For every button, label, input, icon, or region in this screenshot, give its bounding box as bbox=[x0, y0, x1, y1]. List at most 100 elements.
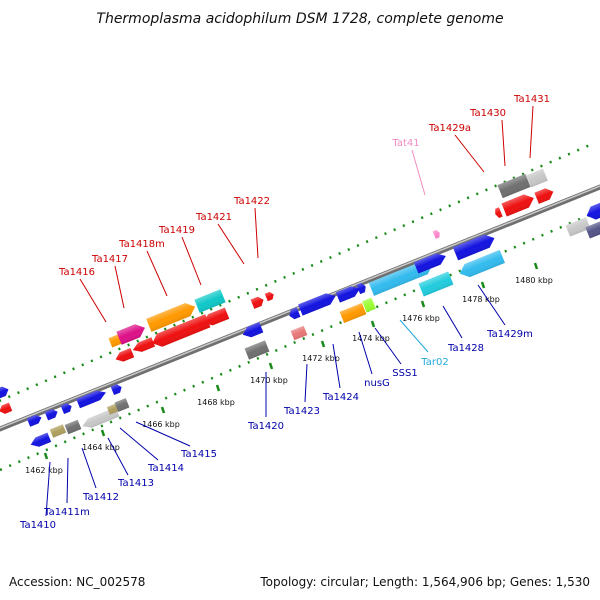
kbp-tick-label: 1472 kbp bbox=[302, 354, 340, 363]
gene-arrow[interactable] bbox=[110, 383, 124, 396]
gene-arrow[interactable] bbox=[501, 192, 537, 217]
gene-arrow[interactable] bbox=[565, 217, 591, 237]
strand-tracks bbox=[0, 143, 600, 472]
gene-arrow[interactable] bbox=[194, 289, 226, 313]
gene-arrow[interactable] bbox=[244, 340, 270, 360]
gene-label[interactable]: Ta1431 bbox=[513, 94, 550, 105]
gene-label[interactable]: SSS1 bbox=[392, 368, 417, 379]
gene-arrow[interactable] bbox=[60, 402, 74, 415]
gene-arrow[interactable] bbox=[108, 334, 122, 348]
gene-arrow[interactable] bbox=[116, 321, 147, 345]
gene-arrow[interactable] bbox=[250, 295, 266, 309]
gene-arrow[interactable] bbox=[49, 424, 67, 438]
topology-text: Topology: circular; Length: 1,564,906 bp… bbox=[259, 575, 590, 589]
gene-arrow[interactable] bbox=[287, 307, 301, 320]
gene-label[interactable]: Ta1430 bbox=[469, 108, 506, 119]
kbp-tick-label: 1474 kbp bbox=[352, 334, 390, 343]
kbp-tick-label: 1462 kbp bbox=[25, 466, 63, 475]
gene-label[interactable]: nusG bbox=[364, 378, 390, 389]
label-leader-line bbox=[79, 278, 107, 323]
map-title: Thermoplasma acidophilum DSM 1728, compl… bbox=[96, 11, 503, 27]
label-leader-line bbox=[358, 331, 373, 375]
gene-arrow[interactable] bbox=[0, 385, 10, 400]
gene-arrow[interactable] bbox=[339, 302, 367, 324]
gene-arrow[interactable] bbox=[146, 300, 198, 332]
gene-arrow[interactable] bbox=[534, 186, 555, 204]
gene-arrow[interactable] bbox=[201, 307, 230, 329]
gene-arrow[interactable] bbox=[432, 229, 442, 239]
gene-arrow[interactable] bbox=[356, 282, 367, 295]
gene-arrow[interactable] bbox=[362, 297, 376, 313]
label-leader-line bbox=[107, 437, 129, 476]
label-leader-line bbox=[411, 149, 426, 196]
kbp-ticks: 1462 kbp 1464 kbp 1466 kbp 1468 kbp 1470 kbp… bbox=[25, 262, 553, 475]
label-leader-line bbox=[114, 265, 125, 309]
gene-label[interactable]: Ta1421 bbox=[195, 212, 232, 223]
gene-label[interactable]: Ta1413 bbox=[117, 478, 154, 489]
kbp-tick-mark bbox=[215, 384, 221, 392]
kbp-tick-label: 1478 kbp bbox=[462, 295, 500, 304]
gene-label[interactable]: Ta1429a bbox=[428, 123, 471, 134]
gene-arrow[interactable] bbox=[497, 173, 531, 199]
gene-arrow[interactable] bbox=[0, 402, 13, 416]
gene-label[interactable]: Ta1424 bbox=[322, 392, 359, 403]
kbp-tick-label: 1464 kbp bbox=[82, 443, 120, 452]
kbp-tick-mark bbox=[320, 340, 326, 348]
label-leader-line bbox=[454, 134, 485, 173]
gene-arrow[interactable] bbox=[457, 249, 505, 280]
label-leader-line bbox=[442, 305, 463, 339]
kbp-tick-label: 1480 kbp bbox=[515, 276, 553, 285]
gene-arrow[interactable] bbox=[452, 232, 497, 261]
kbp-tick-label: 1468 kbp bbox=[197, 398, 235, 407]
gene-label[interactable]: Ta1417 bbox=[91, 254, 128, 265]
gene-arrow[interactable] bbox=[150, 314, 211, 349]
gene-arrow[interactable] bbox=[368, 258, 435, 296]
gene-arrow[interactable] bbox=[584, 201, 600, 222]
gene-arrow[interactable] bbox=[26, 413, 43, 427]
gene-arrow[interactable] bbox=[298, 290, 338, 316]
accession-text: Accession: NC_002578 bbox=[9, 575, 145, 589]
gene-label[interactable]: Ta1423 bbox=[283, 406, 320, 417]
gene-label[interactable]: Tat41 bbox=[391, 138, 419, 149]
gene-label[interactable]: Ta1418m bbox=[118, 239, 165, 250]
kbp-tick-mark bbox=[533, 262, 539, 270]
gene-arrow[interactable] bbox=[114, 398, 130, 412]
gene-arrow[interactable] bbox=[114, 347, 135, 364]
kbp-tick-label: 1470 kbp bbox=[250, 376, 288, 385]
gene-label[interactable]: Ta1428 bbox=[447, 343, 484, 354]
gene-label[interactable]: Ta1415 bbox=[180, 449, 217, 460]
gene-arrow[interactable] bbox=[493, 207, 503, 219]
gene-label[interactable]: Ta1416 bbox=[58, 267, 95, 278]
gene-arrow[interactable] bbox=[526, 168, 548, 188]
gene-label[interactable]: Ta1420 bbox=[247, 421, 284, 432]
gene-label[interactable]: Ta1412 bbox=[82, 492, 119, 503]
gene-label[interactable]: Ta1414 bbox=[147, 463, 184, 474]
gene-arrow[interactable] bbox=[413, 250, 448, 274]
label-leader-line bbox=[304, 363, 308, 403]
gene-arrow[interactable] bbox=[64, 419, 82, 435]
gene-label[interactable]: Ta1419 bbox=[158, 225, 195, 236]
gene-label[interactable]: Ta1429m bbox=[486, 329, 533, 340]
kbp-tick-mark bbox=[268, 362, 274, 370]
label-leader-line bbox=[399, 319, 429, 353]
gene-label[interactable]: Ta1422 bbox=[233, 196, 270, 207]
gene-arrow[interactable] bbox=[241, 322, 264, 340]
label-leader-line bbox=[217, 223, 245, 265]
gene-label[interactable]: Ta1411m bbox=[43, 507, 90, 518]
gene-arrow[interactable] bbox=[264, 291, 275, 302]
gene-label[interactable]: Ta1410 bbox=[19, 520, 56, 531]
gene-arrow[interactable] bbox=[335, 283, 362, 303]
gene-arrow[interactable] bbox=[418, 271, 454, 297]
gene-arrow[interactable] bbox=[29, 432, 52, 450]
kbp-tick-mark bbox=[420, 300, 426, 308]
gene-arrow[interactable] bbox=[76, 388, 108, 409]
gene-arrow[interactable] bbox=[44, 408, 59, 421]
gene-label[interactable]: Tar02 bbox=[420, 357, 448, 368]
gene-arrow[interactable] bbox=[290, 325, 308, 341]
label-leader-line bbox=[529, 105, 534, 159]
gene-arrow[interactable] bbox=[131, 337, 156, 355]
kbp-tick-label: 1466 kbp bbox=[142, 420, 180, 429]
label-leader-line bbox=[501, 119, 506, 167]
kbp-tick-label: 1476 kbp bbox=[402, 314, 440, 323]
